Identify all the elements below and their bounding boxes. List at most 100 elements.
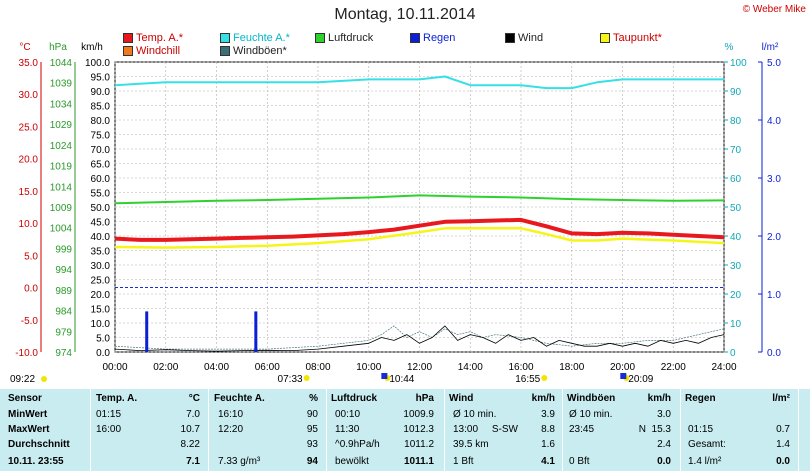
y-tick-label-wind: 0.0	[96, 348, 110, 359]
stats-gust-value: 0.0	[657, 456, 671, 467]
stats-pressure-time: 11:30	[335, 424, 360, 435]
stats-humidity-value: 94	[306, 456, 318, 467]
stats-wind-direction: S-SW	[491, 424, 518, 435]
stats-row-label: Durchschnitt	[8, 439, 70, 450]
stats-gust-value: 3.0	[657, 409, 671, 420]
stats-gust-direction: N	[638, 424, 646, 435]
legend-label: Windchill	[136, 45, 181, 57]
moon-marker-icon	[381, 373, 388, 379]
stats-header-gust: Windböen	[567, 393, 616, 404]
legend-item-temp: Temp. A.*	[123, 32, 183, 44]
y-tick-label-wind: 85.0	[91, 102, 111, 113]
stats-gust-info: 0 Bft	[569, 456, 590, 467]
y-tick-label-pressure: 1014	[50, 182, 73, 193]
y-tick-label-temp: -10.0	[15, 348, 38, 359]
y-tick-label-wind: 65.0	[91, 160, 111, 171]
y-tick-label-humidity: 10	[730, 319, 742, 330]
legend-item-gusts: Windböen*	[220, 45, 287, 57]
stats-header-gust-unit: km/h	[647, 393, 671, 404]
y-tick-label-humidity: 40	[730, 232, 742, 243]
stats-header-pressure-unit: hPa	[415, 393, 434, 404]
stats-row-label: 10.11. 23:55	[8, 456, 64, 467]
stats-header-wind: Wind	[449, 393, 474, 404]
stats-column-divider	[562, 389, 563, 471]
y-tick-label-humidity: 90	[730, 87, 742, 98]
axis-header-humidity: %	[725, 42, 734, 53]
stats-column-divider	[444, 389, 445, 471]
y-tick-label-rain: 0.0	[767, 348, 781, 359]
x-tick-label: 06:00	[255, 362, 280, 373]
y-tick-label-temp: 30.0	[19, 90, 39, 101]
stats-rain-info: Gesamt:	[688, 439, 726, 450]
y-tick-label-temp: 25.0	[19, 122, 39, 133]
x-tick-label: 02:00	[153, 362, 178, 373]
stats-pressure-time: bewölkt	[335, 456, 369, 467]
y-tick-label-humidity: 20	[730, 290, 742, 301]
stats-humidity-time: 12:20	[218, 424, 244, 435]
y-tick-label-wind: 20.0	[91, 290, 111, 301]
y-tick-label-wind: 25.0	[91, 276, 111, 287]
stats-gust-info: 23:45	[569, 424, 595, 435]
y-tick-label-pressure: 1029	[50, 120, 73, 131]
statistics-panel: Sensor Temp. A. °C Feuchte A.% Luftdruck hPa W…	[0, 389, 810, 471]
y-tick-label-humidity: 60	[730, 174, 742, 185]
y-tick-label-temp: 15.0	[19, 187, 39, 198]
legend-item-humidity: Feuchte A.*	[220, 32, 290, 44]
x-tick-label: 24:00	[711, 362, 736, 373]
x-tick-label: 10:00	[356, 362, 381, 373]
x-tick-label: 12:00	[407, 362, 432, 373]
series-line-wind	[114, 325, 725, 352]
y-tick-label-pressure: 974	[55, 348, 72, 359]
weather-chart: °C hPa km/h% l/m² 35.0 30.0 25.0 20.0 15.0 10.0 5.…	[10, 42, 781, 385]
legend-swatch-temp	[123, 33, 133, 43]
stats-header-rain-unit: l/m²	[772, 393, 790, 404]
y-tick-label-pressure: 994	[55, 265, 72, 276]
y-tick-label-humidity: 50	[730, 203, 742, 214]
time-marker-label: 16:55	[515, 374, 540, 385]
stats-rain-info: 01:15	[688, 424, 714, 435]
x-tick-label: 08:00	[305, 362, 330, 373]
x-tick-label: 20:00	[610, 362, 635, 373]
y-tick-label-pressure: 1034	[50, 99, 73, 110]
stats-temp-value: 10.7	[180, 424, 200, 435]
y-tick-label-wind: 35.0	[91, 247, 111, 258]
legend-label: Regen	[423, 32, 456, 44]
y-tick-label-wind: 50.0	[91, 203, 111, 214]
y-tick-label-temp: 20.0	[19, 155, 39, 166]
stats-pressure-value: 1011.1	[403, 456, 434, 467]
time-marker-dot	[541, 375, 548, 381]
y-tick-label-pressure: 984	[55, 307, 72, 318]
time-marker-label: 07:33	[278, 374, 303, 385]
legend-swatch-gusts	[220, 46, 230, 56]
y-tick-label-wind: 75.0	[91, 131, 111, 142]
stats-gust-value: 2.4	[657, 439, 671, 450]
x-tick-label: 04:00	[204, 362, 229, 373]
legend-swatch-rain	[410, 33, 420, 43]
y-tick-label-humidity: 0	[730, 348, 736, 359]
stats-temp-value: 7.0	[186, 409, 200, 420]
y-tick-label-wind: 40.0	[91, 232, 111, 243]
stats-wind-value: 3.9	[541, 409, 555, 420]
legend-item-rain: Regen	[410, 32, 455, 44]
stats-column-divider	[208, 389, 209, 471]
y-tick-label-wind: 90.0	[91, 87, 111, 98]
stats-column-divider	[90, 389, 91, 471]
y-tick-label-wind: 30.0	[91, 261, 111, 272]
legend-swatch-windchill	[123, 46, 133, 56]
y-tick-label-rain: 3.0	[767, 174, 781, 185]
stats-rain-info: 1.4 l/m²	[688, 456, 722, 467]
stats-wind-value: 4.1	[541, 456, 555, 467]
x-tick-label: 18:00	[559, 362, 584, 373]
y-tick-label-wind: 5.0	[96, 334, 110, 345]
legend-swatch-pressure	[315, 33, 325, 43]
x-tick-label: 00:00	[102, 362, 127, 373]
legend-swatch-humidity	[220, 33, 230, 43]
rain-bar	[145, 311, 149, 352]
y-tick-label-wind: 45.0	[91, 218, 111, 229]
series-line-windben	[114, 325, 725, 350]
stats-temp-time: 01:15	[96, 409, 122, 420]
y-tick-label-wind: 15.0	[91, 305, 111, 316]
legend-swatch-wind	[505, 33, 515, 43]
stats-pressure-time: ^0.9hPa/h	[335, 439, 380, 450]
time-marker-label: 09:22	[10, 374, 35, 385]
